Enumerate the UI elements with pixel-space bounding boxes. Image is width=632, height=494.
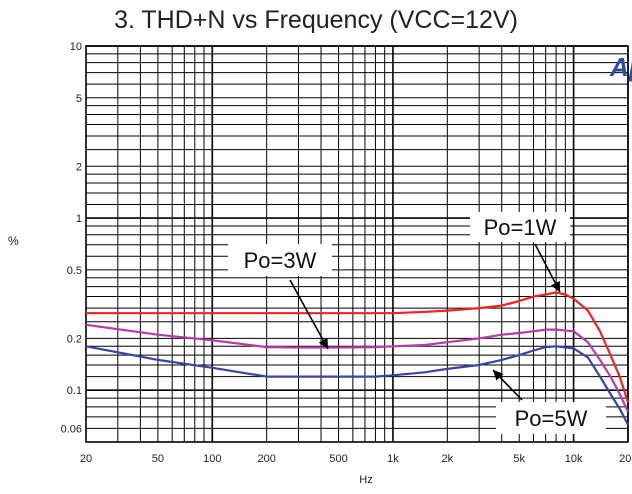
y-axis-label: % [8, 234, 19, 248]
brand-logo-text: Ap [609, 52, 632, 82]
annotation-arrowhead [493, 370, 504, 381]
x-tick-label: 10k [565, 453, 583, 465]
tick-labels: 20 50 100 200 500 1k 2k 5k 10k 20k 10 5 2 1 0.5 0.2 0.1 0… [61, 41, 632, 465]
annotation-box [470, 212, 570, 242]
x-tick-label: 200 [257, 453, 275, 465]
plot-frame [85, 45, 629, 443]
annotation-arrowhead [318, 337, 328, 349]
annotation-label: Po=3W [244, 248, 317, 273]
x-tick-label: 500 [329, 453, 347, 465]
y-tick-label: 0.2 [67, 333, 82, 345]
y-tick-label: 0.06 [61, 423, 82, 435]
series-line-po-3w [85, 323, 629, 413]
x-tick-label: 20 [80, 453, 92, 465]
y-tick-label: 1 [76, 213, 82, 225]
y-tick-label: 0.1 [67, 385, 82, 397]
x-tick-label: 20k [619, 453, 632, 465]
x-tick-label: 1k [387, 453, 399, 465]
x-tick-label: 2k [442, 453, 454, 465]
x-tick-label: 100 [203, 453, 221, 465]
series-line-po-1w [86, 291, 630, 403]
series-line-po-5w [85, 345, 629, 426]
y-tick-label: 2 [76, 161, 82, 173]
annotation-box [228, 244, 332, 276]
y-tick-label: 0.5 [67, 265, 82, 277]
y-tick-label: 5 [76, 93, 82, 105]
x-tick-label: 50 [152, 453, 164, 465]
annotation-label: Po=1W [484, 215, 557, 240]
x-tick-label: 5k [513, 453, 525, 465]
annotation-label: Po=5W [515, 406, 588, 431]
grid [85, 45, 629, 443]
series-lines [85, 291, 630, 426]
chart-title: 3. THD+N vs Frequency (VCC=12V) [114, 6, 518, 34]
annotation-arrowhead [550, 280, 560, 292]
x-axis-label: Hz [359, 474, 373, 486]
y-tick-label: 10 [70, 41, 82, 53]
annotations: Po=1W Po=3W Po=5W [228, 212, 606, 434]
annotation-box [496, 402, 606, 434]
annotation-arrow [289, 279, 329, 350]
